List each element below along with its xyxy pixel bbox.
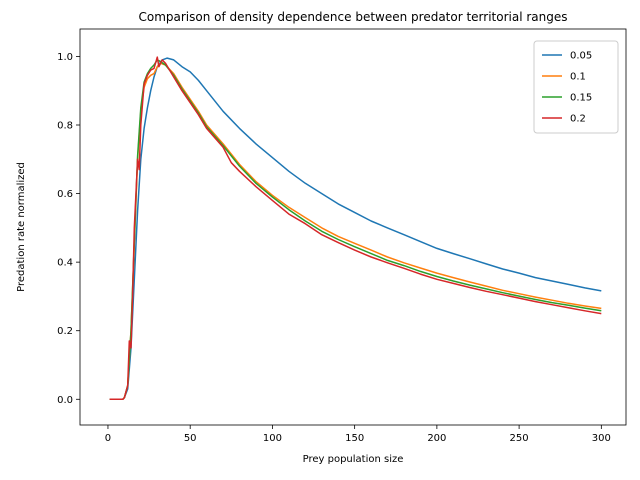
x-axis: 0 50 100 150 200 250 300 [105,425,611,444]
y-tick-label: 0.0 [57,395,73,406]
legend-label: 0.05 [570,51,592,62]
y-tick-label: 0.8 [57,121,73,132]
x-tick-label: 300 [592,433,611,444]
legend-label: 0.15 [570,93,592,104]
x-tick-label: 150 [345,433,364,444]
y-axis-title: Predation rate normalized [16,162,27,292]
series-line-0.2 [109,56,602,401]
legend-box [533,40,619,134]
x-axis-title: Prey population size [303,454,404,465]
x-tick-label: 250 [510,433,529,444]
legend-label: 0.1 [570,72,586,83]
x-tick-label: 100 [263,433,282,444]
legend-label: 0.2 [570,114,586,125]
series-line-0.15 [109,59,602,401]
plot-content [109,56,602,401]
y-tick-label: 1.0 [57,52,73,63]
legend: 0.05 0.1 0.15 0.2 [533,40,619,134]
x-tick-label: 50 [184,433,197,444]
y-tick-label: 0.4 [57,258,73,269]
y-tick-label: 0.2 [57,326,73,337]
y-tick-label: 0.6 [57,189,73,200]
chart-title: Comparison of density dependence between… [138,10,567,24]
x-tick-label: 0 [105,433,111,444]
plot-frame [79,28,627,426]
series-line-0.05 [109,57,602,401]
y-axis: 0.0 0.2 0.4 0.6 0.8 1.0 [57,52,80,406]
x-tick-label: 200 [427,433,446,444]
